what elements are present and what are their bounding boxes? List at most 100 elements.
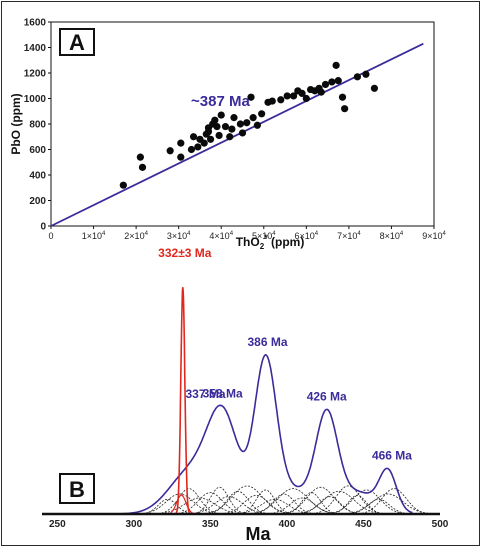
panel-b-envelope-curve (87, 354, 413, 515)
data-point (298, 89, 306, 97)
data-point (221, 122, 230, 131)
component-curve (295, 496, 364, 515)
data-point (317, 88, 325, 96)
panel-a-x-ticks: 0 1×104 2×104 3×104 4×104 5×104 6×104 7×104 8×10… (48, 226, 446, 241)
component-curve (138, 498, 197, 515)
data-point (268, 97, 276, 105)
data-point (206, 135, 215, 143)
component-curve (230, 498, 318, 515)
panel-a-x-axis-title: ThO2* (ppm) (236, 233, 305, 251)
data-point (215, 131, 223, 140)
peak-label: 426 Ma (307, 389, 347, 403)
data-point (328, 78, 336, 86)
data-point (213, 122, 221, 131)
component-curve (344, 498, 413, 515)
x-tick-base: 5×10 (252, 231, 272, 241)
x-tick-label: 1×104 (82, 231, 106, 241)
data-point (226, 133, 234, 141)
panel-b-label-box (59, 473, 95, 504)
data-point (253, 121, 261, 129)
data-point (189, 133, 198, 141)
component-curve (327, 494, 386, 515)
x-tick-exp: 4 (315, 231, 319, 237)
x-tick-label: 7×104 (337, 231, 361, 241)
data-point (334, 77, 342, 85)
x-tick-exp: 4 (102, 231, 106, 237)
panel-b-x-axis-title: Ma (245, 524, 271, 544)
x-tick-base: 8×10 (380, 231, 400, 241)
data-point (362, 70, 370, 78)
data-point (217, 111, 225, 119)
data-point (353, 73, 361, 81)
data-point (211, 116, 219, 124)
x-tick-exp: 4 (400, 231, 404, 237)
data-point (289, 92, 298, 100)
data-point (194, 143, 202, 151)
y-tick-label: 1600 (24, 18, 47, 29)
x-tick-label: 9×104 (422, 231, 446, 241)
x-tick-label: 6×104 (295, 231, 319, 241)
y-tick-label: 800 (29, 120, 46, 131)
x-tick-label: 5×104 (252, 231, 276, 241)
data-point (187, 145, 196, 154)
y-tick-label: 600 (29, 145, 46, 156)
peak-label: 337 Ma (185, 387, 225, 401)
x-tick-label: 350 (202, 519, 219, 530)
data-point (200, 139, 208, 147)
x-tick-label: 2×104 (124, 231, 148, 241)
peak-label: 466 Ma (372, 449, 412, 463)
x-tick-base: 1×10 (82, 231, 102, 241)
panel-a-points (119, 61, 379, 189)
data-point (136, 153, 144, 161)
data-point (230, 114, 238, 122)
panel-a-fit-line (50, 42, 424, 227)
peak-label: 386 Ma (247, 335, 287, 349)
x-title-sub: 2 (260, 242, 265, 251)
data-point (338, 93, 347, 101)
component-curve (263, 497, 342, 515)
component-curve (198, 485, 296, 515)
data-point (321, 80, 330, 89)
x-title-sup: * (264, 233, 268, 243)
data-point (236, 120, 244, 128)
y-tick-label: 400 (29, 171, 46, 182)
data-point (247, 93, 255, 101)
component-curve (154, 488, 223, 515)
x-tick-exp: 4 (187, 231, 191, 237)
panel-a-label: A (69, 30, 85, 55)
data-point (119, 181, 127, 189)
x-tick-label: 500 (432, 519, 449, 530)
panel-a-y-axis-title: PbO (ppm) (9, 93, 23, 154)
data-point (204, 128, 213, 136)
x-tick-base: 9×10 (422, 231, 442, 241)
data-point (258, 110, 266, 118)
y-tick-label: 200 (29, 196, 46, 207)
component-curve (171, 492, 250, 515)
y-tick-label: 0 (40, 222, 46, 233)
component-curve (309, 485, 387, 515)
data-point (238, 129, 247, 137)
peak-label: 358 Ma (203, 386, 243, 400)
panel-b-x-ticks: 250 300 350 400 450 500 (49, 519, 449, 530)
x-tick-exp: 4 (442, 231, 446, 237)
x-tick-label: 400 (279, 519, 296, 530)
panel-b-highlight-peak: 332±3 Ma (158, 246, 212, 515)
component-curve (135, 493, 223, 515)
x-tick-base: 6×10 (295, 231, 315, 241)
component-curve (236, 489, 295, 515)
data-point (138, 163, 147, 171)
x-tick-base: 0 (48, 231, 53, 241)
x-tick-label: 8×104 (380, 231, 404, 241)
component-curve (244, 488, 342, 515)
x-tick-exp: 4 (272, 231, 276, 237)
panel-a-label-box (59, 28, 95, 56)
y-tick-label: 1000 (24, 94, 47, 105)
panel-b-component-curves (135, 485, 437, 515)
data-point (243, 119, 251, 127)
data-point (166, 147, 174, 155)
component-curve (249, 493, 318, 515)
data-point (249, 114, 257, 122)
